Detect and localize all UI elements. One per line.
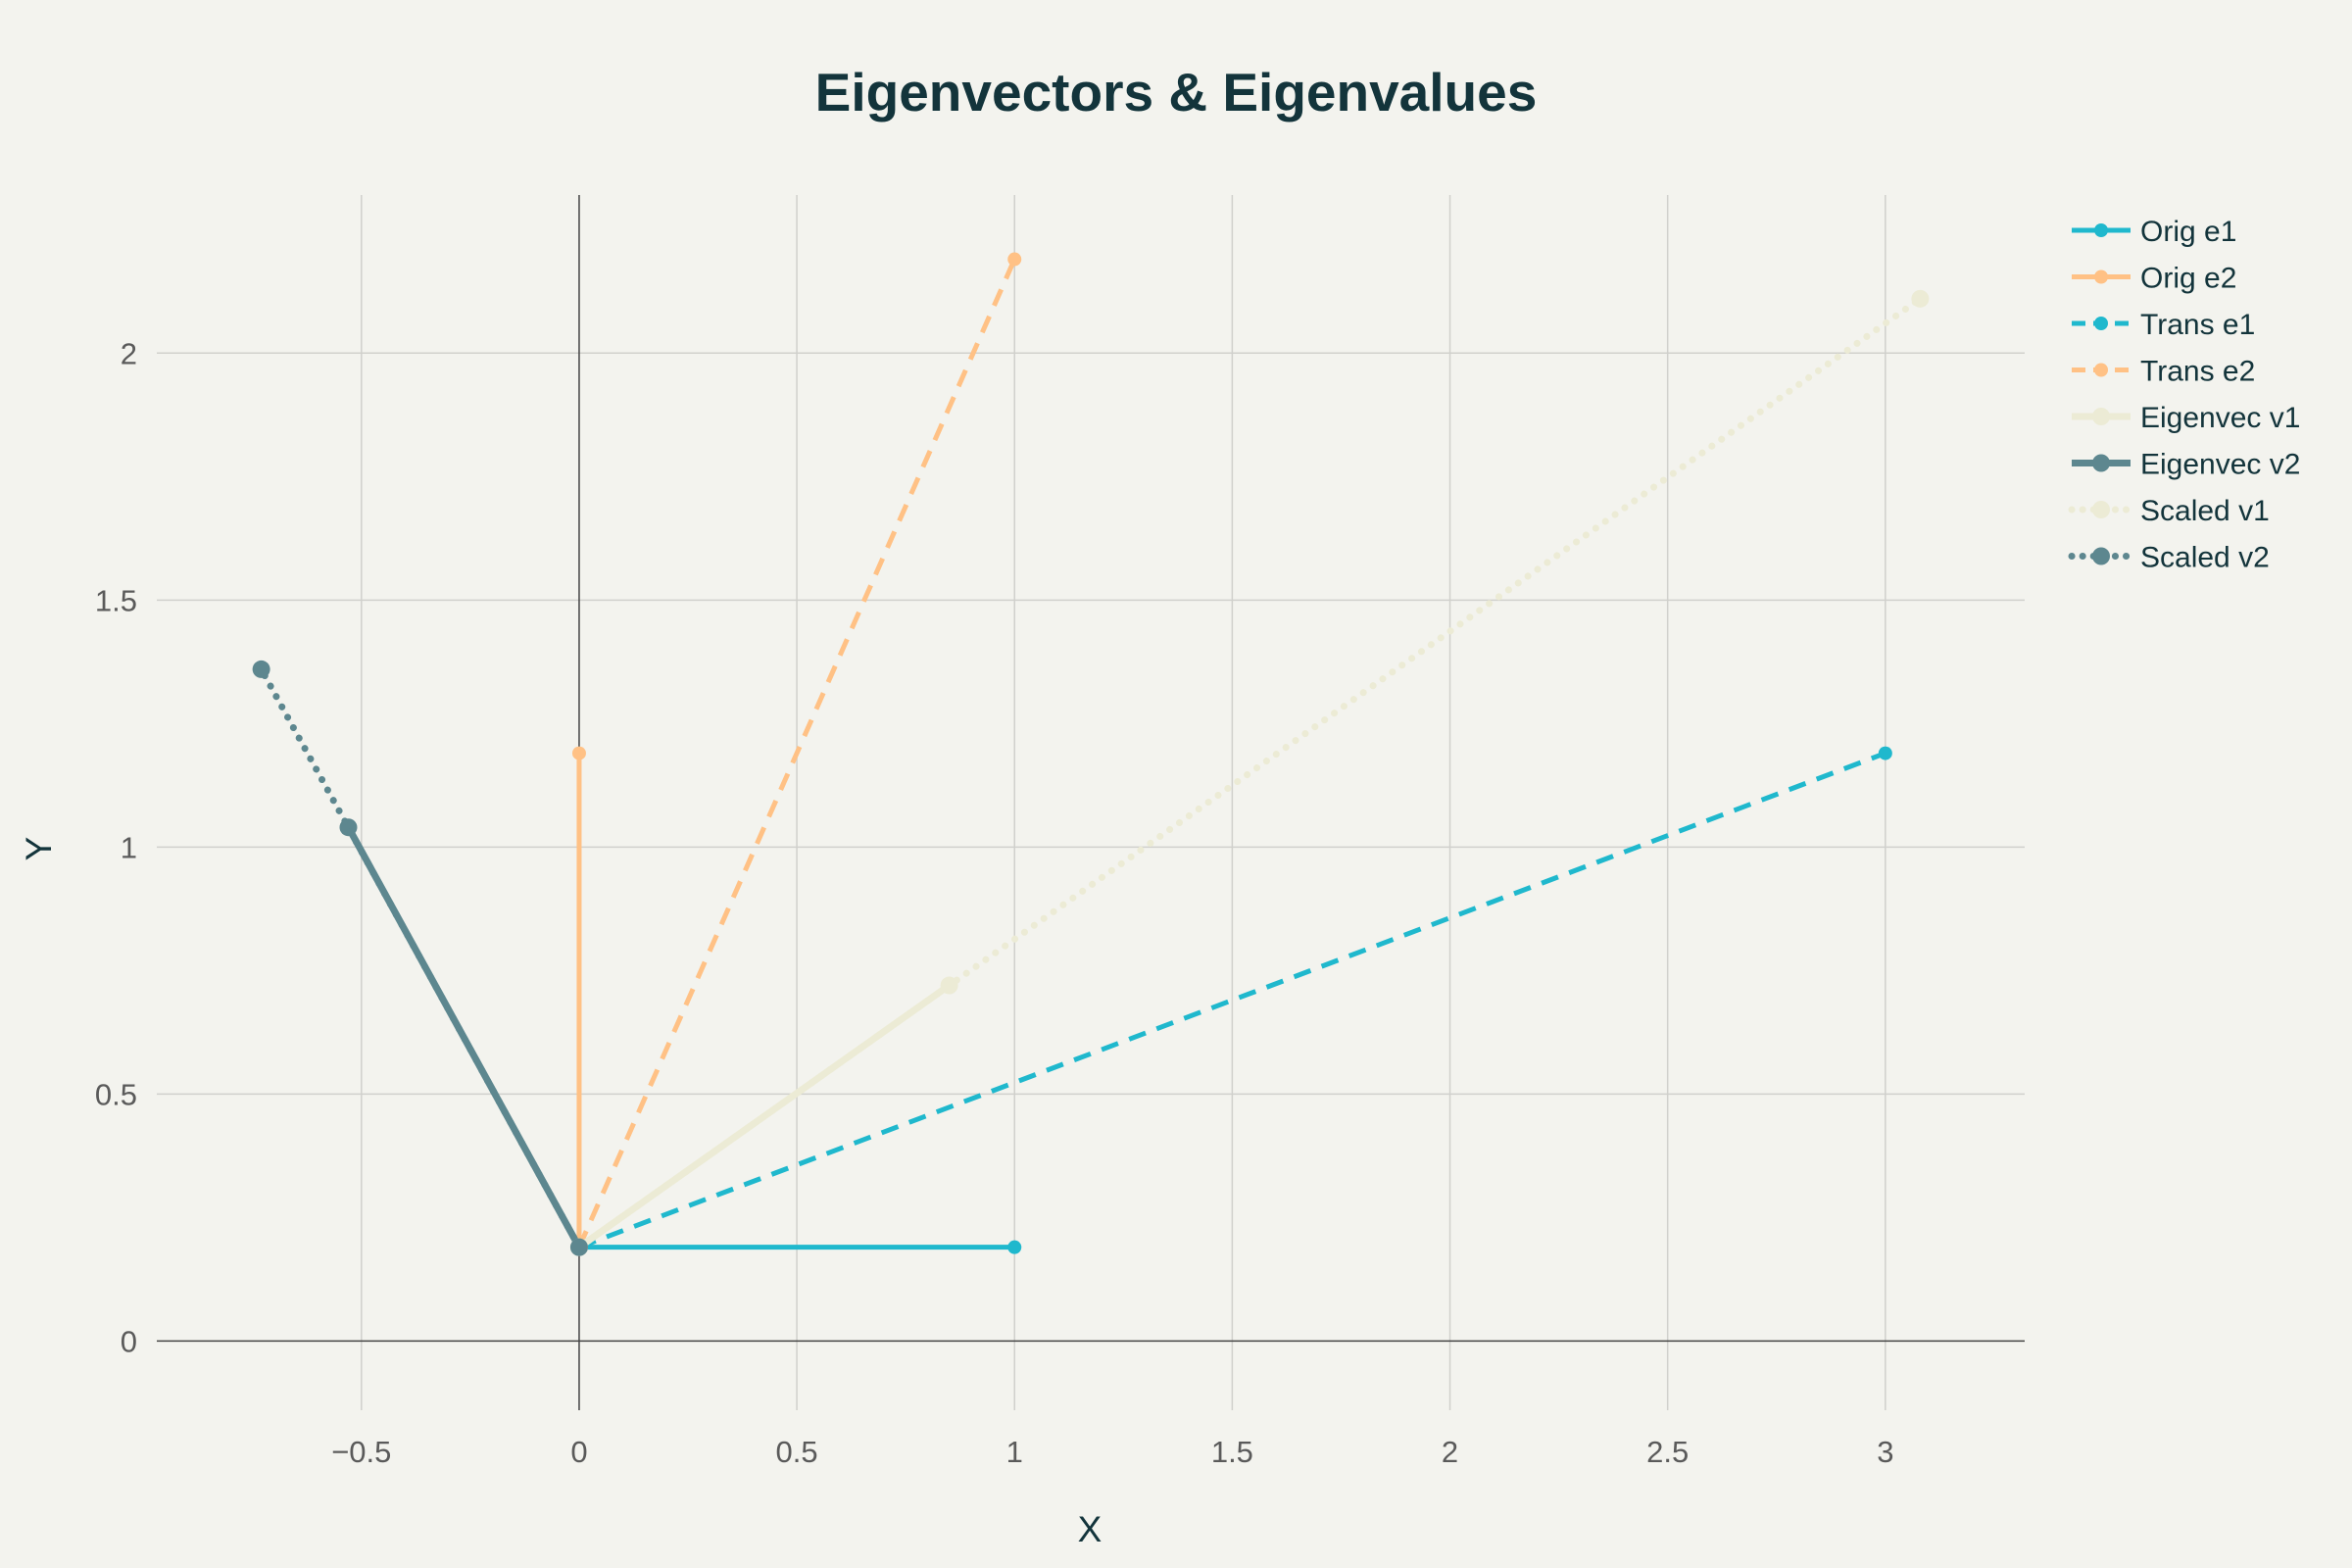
legend-item[interactable]: Orig e1 bbox=[2072, 216, 2236, 248]
data-point bbox=[252, 660, 270, 678]
x-tick-label: 3 bbox=[1877, 1435, 1893, 1469]
x-tick-label: 1.5 bbox=[1211, 1435, 1253, 1469]
legend-swatch-marker bbox=[2092, 454, 2110, 472]
legend-label: Trans e2 bbox=[2140, 356, 2255, 388]
tick-labels: −0.5 0 0.5 1 1.5 2 2.5 3 0 0.5 1 1.5 2 bbox=[95, 336, 1894, 1469]
legend-label: Orig e2 bbox=[2140, 263, 2236, 295]
axis-layer bbox=[157, 195, 2025, 1410]
legend-label: Trans e1 bbox=[2140, 309, 2255, 341]
legend-item[interactable]: Trans e2 bbox=[2072, 356, 2255, 388]
legend-swatch-marker bbox=[2094, 317, 2108, 330]
legend-item[interactable]: Trans e1 bbox=[2072, 309, 2255, 341]
legend-label: Eigenvec v1 bbox=[2140, 402, 2300, 434]
x-tick-label: 1 bbox=[1006, 1435, 1023, 1469]
series-orig-e2 bbox=[571, 746, 586, 1254]
series-layer bbox=[252, 252, 1930, 1256]
legend-swatch-marker bbox=[2094, 363, 2108, 377]
series-scaled-v2 bbox=[252, 660, 588, 1256]
data-point bbox=[569, 1238, 588, 1256]
y-tick-label: 1.5 bbox=[95, 583, 137, 617]
y-tick-label: 2 bbox=[121, 336, 137, 370]
legend-swatch-marker bbox=[2092, 501, 2110, 518]
chart-title: Eigenvectors & Eigenvalues bbox=[815, 62, 1538, 122]
data-point bbox=[1007, 252, 1022, 267]
x-tick-label: 0 bbox=[570, 1435, 587, 1469]
series-line bbox=[575, 295, 1924, 1251]
legend-label: Eigenvec v2 bbox=[2140, 449, 2300, 481]
data-point bbox=[1007, 1240, 1022, 1254]
legend-item[interactable]: Eigenvec v1 bbox=[2072, 402, 2300, 434]
grid-layer bbox=[157, 195, 2025, 1410]
legend[interactable]: Orig e1 Orig e2 Trans e1 Trans e2 Eigenvec v… bbox=[2068, 216, 2300, 574]
y-tick-label: 0 bbox=[121, 1324, 137, 1358]
legend-item[interactable]: Orig e2 bbox=[2072, 263, 2236, 295]
y-tick-label: 1 bbox=[121, 830, 137, 864]
data-point bbox=[1911, 289, 1930, 308]
y-tick-label: 0.5 bbox=[95, 1077, 137, 1111]
x-tick-label: −0.5 bbox=[331, 1435, 391, 1469]
data-point bbox=[1878, 746, 1892, 760]
legend-label: Orig e1 bbox=[2140, 216, 2236, 248]
data-point bbox=[571, 746, 586, 760]
legend-item[interactable]: Scaled v1 bbox=[2068, 495, 2270, 527]
x-tick-label: 2.5 bbox=[1646, 1435, 1689, 1469]
x-tick-label: 0.5 bbox=[776, 1435, 818, 1469]
series-line bbox=[258, 665, 583, 1251]
legend-swatch-marker bbox=[2092, 547, 2110, 565]
legend-item[interactable]: Scaled v2 bbox=[2068, 542, 2270, 574]
series-scaled-v1 bbox=[569, 289, 1930, 1256]
legend-label: Scaled v1 bbox=[2140, 495, 2270, 527]
series-line bbox=[576, 258, 1017, 1249]
x-axis-title: X bbox=[1078, 1509, 1102, 1549]
series-line bbox=[578, 751, 1886, 1250]
x-tick-label: 2 bbox=[1442, 1435, 1458, 1469]
y-axis-title: Y bbox=[19, 837, 59, 861]
legend-swatch-marker bbox=[2094, 270, 2108, 284]
legend-item[interactable]: Eigenvec v2 bbox=[2072, 449, 2300, 481]
legend-swatch-marker bbox=[2092, 408, 2110, 425]
legend-swatch-marker bbox=[2094, 223, 2108, 237]
legend-label: Scaled v2 bbox=[2140, 542, 2270, 574]
